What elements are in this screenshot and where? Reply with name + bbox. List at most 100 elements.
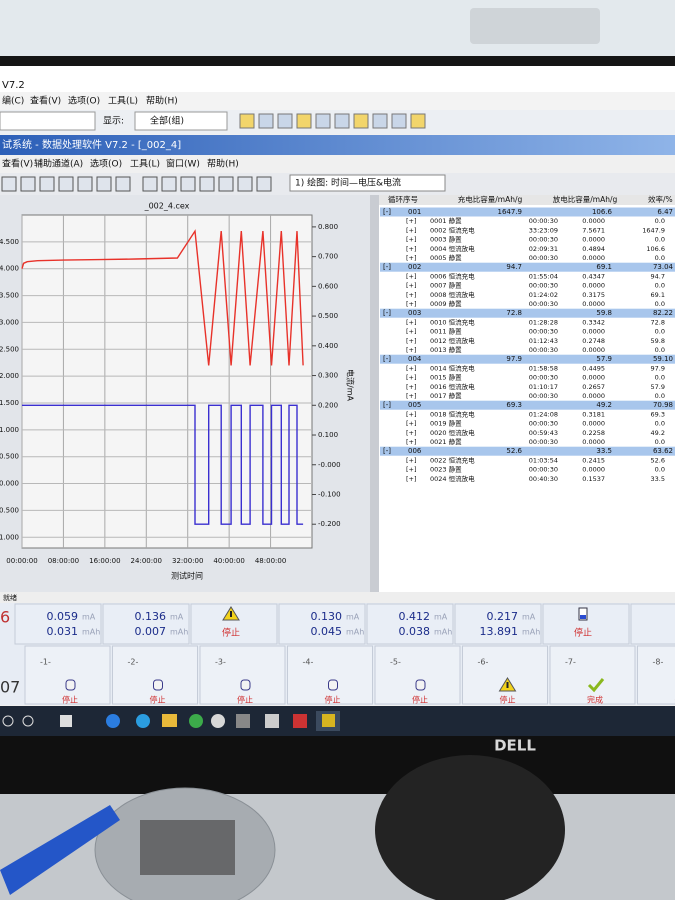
channel-number: -7- (565, 658, 576, 667)
tool-button[interactable] (315, 113, 331, 129)
tool-button[interactable] (96, 176, 112, 192)
row-marker[interactable]: [+] (406, 410, 417, 418)
tool-button[interactable] (218, 176, 234, 192)
channel-tile[interactable] (190, 603, 278, 645)
row-marker[interactable]: [+] (406, 291, 417, 299)
ie-icon[interactable] (136, 714, 150, 728)
display-select[interactable] (134, 111, 228, 131)
step-specific-capacity: 57.9 (651, 383, 665, 391)
tool-button[interactable] (296, 113, 312, 129)
plot-select-text[interactable]: 1) 绘图: 时间—电压&电流 (295, 177, 401, 189)
row-marker[interactable]: [+] (406, 226, 417, 234)
app-icon[interactable] (236, 714, 250, 728)
step: 0006 恒流充电 (430, 271, 475, 280)
start-icon[interactable] (2, 715, 14, 727)
tool-button[interactable] (115, 176, 131, 192)
tool-button[interactable] (180, 176, 196, 192)
edge-icon[interactable] (106, 714, 120, 728)
row-marker[interactable]: [+] (406, 236, 417, 244)
channel-tile[interactable] (630, 603, 675, 645)
row-marker[interactable]: [+] (406, 383, 417, 391)
y-tick-label: -0.500 (0, 506, 19, 514)
channel-tile[interactable] (199, 645, 286, 705)
dropdown[interactable] (0, 111, 96, 131)
menu-item[interactable]: 工具(L) (108, 96, 138, 107)
tool-button[interactable] (39, 176, 55, 192)
step-specific-capacity: 49.2 (651, 429, 665, 437)
tool-button[interactable] (1, 176, 17, 192)
row-marker[interactable]: [+] (406, 245, 417, 253)
menu-item[interactable]: 帮助(H) (146, 95, 178, 107)
app-icon[interactable] (211, 714, 225, 728)
tool-button[interactable] (237, 176, 253, 192)
tool-button[interactable] (334, 113, 350, 129)
row-marker[interactable]: [+] (406, 217, 417, 225)
tool-button[interactable] (277, 113, 293, 129)
menu-item[interactable]: 选项(O) (90, 158, 122, 170)
tool-button[interactable] (20, 176, 36, 192)
app-icon[interactable] (293, 714, 307, 728)
channel-tile[interactable] (102, 603, 190, 645)
tool-button[interactable] (77, 176, 93, 192)
row-marker[interactable]: [+] (406, 374, 417, 382)
tool-button[interactable] (161, 176, 177, 192)
row-marker[interactable]: [+] (406, 456, 417, 464)
tool-button[interactable] (256, 176, 272, 192)
row-marker[interactable]: [+] (406, 392, 417, 400)
row-marker[interactable]: [+] (406, 254, 417, 262)
menu-item[interactable]: 查看(V) (2, 158, 33, 170)
chrome-icon[interactable] (189, 714, 203, 728)
menu-item[interactable]: 帮助(H) (207, 158, 239, 170)
task-icon[interactable] (60, 715, 72, 727)
efficiency: 6.47 (657, 208, 673, 216)
channel-tile[interactable] (112, 645, 198, 705)
menu-item[interactable]: 工具(L) (130, 159, 160, 170)
menu-item[interactable]: 辅助通道(A) (34, 158, 83, 170)
app-icon[interactable] (322, 714, 335, 727)
row-marker[interactable]: [+] (406, 364, 417, 372)
channel-tile[interactable] (24, 645, 111, 705)
tool-button[interactable] (410, 113, 426, 129)
channel-tile[interactable] (462, 645, 548, 705)
app-icon[interactable] (265, 714, 279, 728)
row-marker[interactable]: [+] (406, 475, 417, 483)
row-marker[interactable]: [+] (406, 346, 417, 354)
channel-tile[interactable] (374, 645, 461, 705)
row-marker[interactable]: [+] (406, 318, 417, 326)
channel-tile[interactable] (278, 603, 366, 645)
display-select-text[interactable]: 全部(组) (150, 115, 184, 127)
row-marker[interactable]: [+] (406, 337, 417, 345)
tool-button[interactable] (258, 113, 274, 129)
channel-tile[interactable] (366, 603, 454, 645)
channel-tile[interactable] (637, 645, 675, 705)
tool-button[interactable] (199, 176, 215, 192)
channel-tile[interactable] (454, 603, 542, 645)
channel-tile[interactable] (14, 603, 102, 645)
channel-tile[interactable] (287, 645, 373, 705)
row-marker[interactable]: [+] (406, 438, 417, 446)
row-marker[interactable]: [+] (406, 300, 417, 308)
menu-item[interactable]: 查看(V) (30, 95, 61, 107)
warning-mark (230, 611, 232, 617)
row-marker[interactable]: [+] (406, 272, 417, 280)
tool-button[interactable] (239, 113, 255, 129)
menu-item[interactable]: 编(C) (2, 95, 24, 107)
step: 0014 恒流充电 (430, 363, 475, 372)
tool-button[interactable] (353, 113, 369, 129)
row-marker[interactable]: [+] (406, 466, 417, 474)
plot-select[interactable] (289, 174, 446, 192)
menu-item[interactable]: 选项(O) (68, 95, 100, 107)
tool-button[interactable] (372, 113, 388, 129)
search-icon[interactable] (22, 715, 34, 727)
row-marker[interactable]: [+] (406, 420, 417, 428)
step-capacity: 0.0000 (582, 236, 605, 244)
tool-button[interactable] (58, 176, 74, 192)
row-marker[interactable]: [+] (406, 429, 417, 437)
row-marker[interactable]: [+] (406, 328, 417, 336)
channel-tile[interactable] (549, 645, 636, 705)
folder-icon[interactable] (162, 714, 177, 727)
menu-item[interactable]: 窗口(W) (166, 158, 200, 170)
tool-button[interactable] (142, 176, 158, 192)
row-marker[interactable]: [+] (406, 282, 417, 290)
tool-button[interactable] (391, 113, 407, 129)
